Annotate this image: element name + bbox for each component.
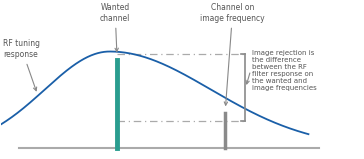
Text: Image rejection is
the difference
between the RF
filter response on
the wanted a: Image rejection is the difference betwee… [253, 50, 317, 91]
Text: RF tuning
response: RF tuning response [3, 39, 40, 91]
Text: Wanted
channel: Wanted channel [100, 3, 130, 52]
Text: Channel on
image frequency: Channel on image frequency [200, 3, 265, 105]
